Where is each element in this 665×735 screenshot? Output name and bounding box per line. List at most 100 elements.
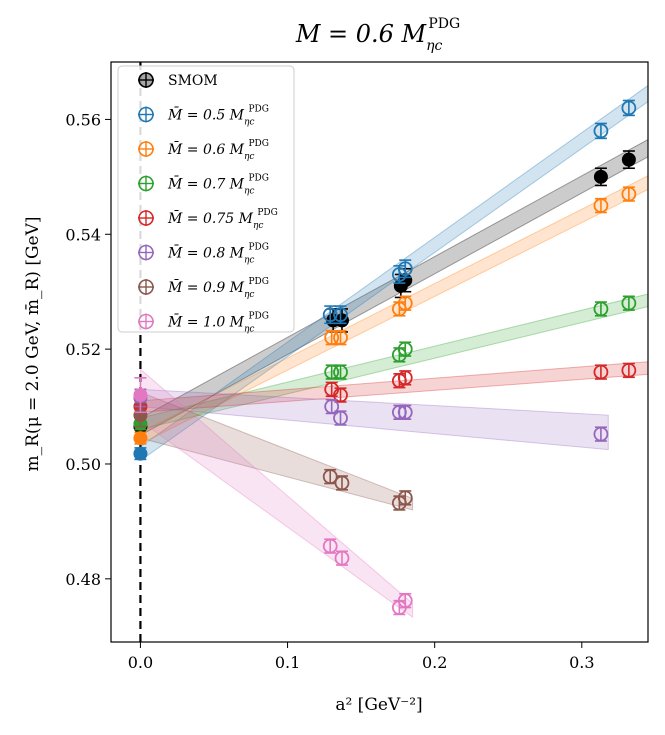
point-s0-5-marker xyxy=(621,152,636,167)
point-s7-3-marker xyxy=(397,593,413,609)
point-s4-3-marker xyxy=(397,370,413,386)
plot-frame xyxy=(110,61,649,643)
legend: SMOM M̄ = 0.5 MηcPDG M̄ = 0.6 MηcPDG M̄ = 0… xyxy=(117,65,295,335)
point-s4-4-marker xyxy=(593,364,609,380)
point-s1-3 xyxy=(397,259,413,279)
point-s3-3-marker xyxy=(397,341,413,357)
legend-marker-7 xyxy=(138,313,154,330)
point-s5-3-marker xyxy=(397,404,413,420)
point-s0-4-marker xyxy=(593,169,608,184)
y-tick-label-3: 0.54 xyxy=(65,225,101,244)
point-s1-5-marker xyxy=(621,100,637,116)
point-s1-0-marker xyxy=(322,307,338,323)
point-s1-3-marker xyxy=(397,261,413,277)
legend-marker-4 xyxy=(138,210,154,226)
chart-title-sup: PDG xyxy=(428,16,460,32)
point-s0-4 xyxy=(593,167,608,187)
legend-label-3: M̄ = 0.7 MηcPDG xyxy=(167,174,269,197)
point-s4-1-marker xyxy=(333,387,348,403)
point-s3-3 xyxy=(397,341,413,357)
point-s2-3 xyxy=(397,295,413,311)
extrapolated-point-s1-marker xyxy=(133,446,148,461)
point-s5-0-marker xyxy=(324,399,340,414)
point-s2-1 xyxy=(333,329,348,346)
x-tick-label-3: 0.3 xyxy=(569,653,594,672)
legend-label-2: M̄ = 0.6 MηcPDG xyxy=(167,139,269,162)
point-s6-1-marker xyxy=(334,475,350,491)
point-s3-5 xyxy=(621,295,637,311)
legend-label-0: SMOM xyxy=(168,73,218,89)
point-s7-1 xyxy=(334,550,350,566)
x-axis-label: a² [GeV⁻²] xyxy=(335,695,422,715)
point-s3-1-marker xyxy=(333,364,348,380)
y-axis-label: m_R(μ = 2.0 GeV, m̄_R) [GeV] xyxy=(23,217,43,472)
point-s7-0-marker xyxy=(322,538,338,554)
point-s5-4 xyxy=(593,426,609,442)
point-s3-0-marker xyxy=(324,364,340,380)
extrapolated-point-s7-marker xyxy=(133,388,148,403)
point-s2-5-marker xyxy=(621,186,637,202)
extrapolated-point-s7 xyxy=(133,377,148,414)
point-s3-4-marker xyxy=(593,301,609,317)
point-s3-4 xyxy=(593,301,609,317)
axes: 0.0 0.1 0.2 0.3 0.48 0.50 0.52 0.54 0.56 xyxy=(65,61,649,672)
point-s6-3 xyxy=(397,490,413,506)
legend-label-6: M̄ = 0.9 MηcPDG xyxy=(167,277,269,300)
point-s1-4-marker xyxy=(593,123,609,139)
legend-frame xyxy=(117,65,295,333)
x-tick-label-2: 0.2 xyxy=(422,653,447,672)
point-s7-1-marker xyxy=(334,550,350,566)
point-s4-4 xyxy=(593,364,609,380)
point-s1-4 xyxy=(593,122,609,140)
point-s2-4 xyxy=(593,197,609,214)
point-s0-5 xyxy=(621,150,636,170)
extrapolated-point-s1 xyxy=(133,446,148,461)
legend-label-7: M̄ = 1.0 MηcPDG xyxy=(167,312,269,335)
legend-marker-3 xyxy=(138,175,154,192)
chart-title-main: M = 0.6 M xyxy=(295,20,428,48)
point-s3-5-marker xyxy=(621,295,637,311)
point-s7-3 xyxy=(397,592,413,609)
legend-marker-2 xyxy=(138,141,154,157)
legend-label-5: M̄ = 0.8 MηcPDG xyxy=(167,243,269,266)
legend-marker-6 xyxy=(138,279,154,295)
y-tick-label-4: 0.56 xyxy=(65,110,101,129)
point-s5-4-marker xyxy=(593,426,609,442)
legend-label-4: M̄ = 0.75 MηcPDG xyxy=(167,208,278,231)
x-tick-label-1: 0.1 xyxy=(275,653,300,672)
point-s2-4-marker xyxy=(593,198,609,213)
x-tick-label-0: 0.0 xyxy=(128,653,153,672)
data-points xyxy=(133,99,637,616)
point-s4-5 xyxy=(621,362,637,379)
point-s7-0 xyxy=(322,538,338,554)
y-tick-label-2: 0.52 xyxy=(65,340,101,359)
y-tick-label-1: 0.50 xyxy=(65,455,101,474)
point-s4-3 xyxy=(397,370,413,386)
legend-marker-1 xyxy=(138,106,154,123)
point-s3-1 xyxy=(333,364,348,380)
point-s5-1 xyxy=(333,410,348,426)
point-s6-1 xyxy=(334,475,350,491)
legend-marker-5 xyxy=(138,244,154,261)
point-s2-1-marker xyxy=(333,330,348,346)
extrapolated-point-s2 xyxy=(133,431,148,446)
point-s5-1-marker xyxy=(333,410,348,426)
point-s4-5-marker xyxy=(621,362,637,378)
point-s6-3-marker xyxy=(397,490,413,506)
legend-marker-0 xyxy=(138,72,154,88)
y-tick-label-0: 0.48 xyxy=(65,570,101,589)
point-s1-5 xyxy=(621,99,637,117)
point-s1-1 xyxy=(333,305,348,325)
legend-label-1: M̄ = 0.5 MηcPDG xyxy=(167,105,269,128)
chart-title: M = 0.6 Mηc PDG xyxy=(295,16,460,54)
chart-title-sub: ηc xyxy=(426,38,442,54)
point-s2-3-marker xyxy=(397,295,413,311)
point-s1-0 xyxy=(322,305,338,325)
point-s5-3 xyxy=(397,404,413,420)
extrapolated-point-s2-marker xyxy=(133,431,148,446)
point-s6-0 xyxy=(322,468,338,485)
point-s1-1-marker xyxy=(333,307,348,323)
point-s2-0-marker xyxy=(324,330,340,346)
point-s2-5 xyxy=(621,186,637,202)
